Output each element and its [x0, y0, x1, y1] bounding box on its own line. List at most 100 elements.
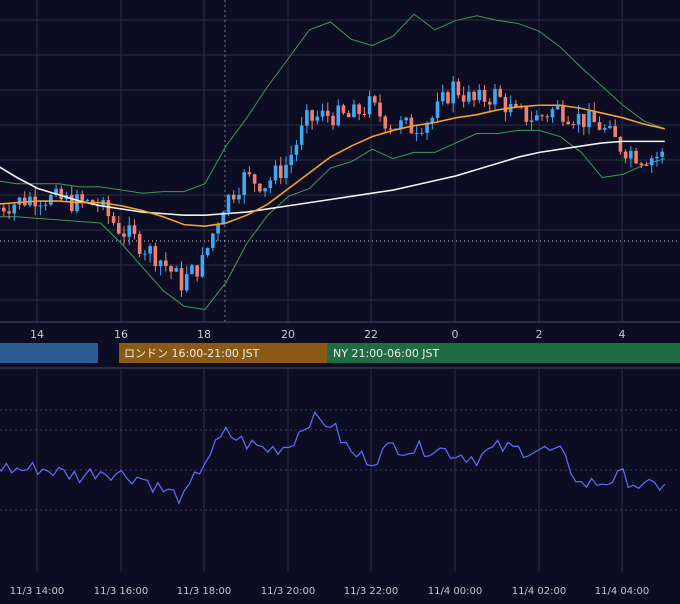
candle-body	[483, 90, 487, 102]
candle-body	[363, 114, 367, 115]
candle-body	[159, 260, 163, 266]
candle-body	[462, 95, 466, 101]
session-tokyo	[0, 343, 98, 363]
candle-body	[566, 122, 570, 124]
candle-body	[587, 111, 591, 127]
candle-body	[451, 81, 455, 103]
bottom-axis-tick: 11/4 04:00	[595, 586, 649, 597]
candle-body	[572, 124, 576, 125]
candle-body	[535, 115, 539, 120]
candle-body	[154, 246, 158, 266]
candle-body	[336, 105, 340, 125]
candle-body	[561, 105, 565, 122]
candle-body	[86, 200, 90, 201]
session-london-label: ロンドン 16:00-21:00 JST	[124, 347, 260, 360]
candle-body	[122, 234, 126, 237]
candle-body	[645, 165, 649, 166]
candle-body	[253, 174, 257, 183]
candle-body	[598, 122, 602, 130]
candle-body	[269, 180, 273, 188]
candle-body	[493, 89, 497, 105]
candle-body	[467, 92, 471, 102]
candle-body	[404, 118, 408, 121]
candle-body	[352, 105, 356, 118]
candle-body	[201, 255, 205, 277]
candle-body	[347, 113, 351, 117]
candle-body	[331, 116, 335, 125]
main-axis-tick: 2	[536, 328, 543, 341]
candle-body	[284, 165, 288, 178]
candle-body	[383, 116, 387, 128]
candle-body	[211, 234, 215, 248]
candle-body	[613, 126, 617, 137]
candle-body	[368, 96, 372, 114]
candle-body	[650, 158, 654, 165]
candle-body	[2, 208, 6, 212]
bottom-axis-tick: 11/4 02:00	[512, 586, 566, 597]
candle-body	[258, 184, 262, 192]
candle-body	[634, 151, 638, 163]
main-axis-tick: 4	[619, 328, 626, 341]
candle-body	[216, 225, 220, 234]
candle-body	[389, 129, 393, 130]
candle-body	[551, 109, 555, 117]
candle-body	[112, 216, 116, 223]
main-axis-tick: 16	[114, 328, 128, 341]
candle-body	[603, 128, 607, 130]
candle-body	[80, 194, 84, 201]
candle-body	[127, 225, 131, 236]
candle-body	[133, 225, 137, 234]
candle-body	[274, 165, 278, 180]
main-axis-tick: 0	[452, 328, 459, 341]
candle-body	[289, 155, 293, 165]
candle-body	[457, 81, 461, 95]
candle-body	[488, 102, 492, 105]
candle-body	[478, 90, 482, 100]
candle-body	[415, 133, 419, 134]
bottom-axis-tick: 11/4 00:00	[428, 586, 482, 597]
candle-body	[242, 172, 246, 195]
candle-body	[629, 151, 633, 159]
candle-body	[7, 211, 11, 213]
candle-body	[39, 205, 43, 206]
candle-body	[525, 107, 529, 122]
candle-body	[60, 189, 64, 199]
candle-body	[577, 114, 581, 124]
candle-body	[232, 195, 236, 200]
candle-body	[107, 200, 111, 216]
candle-body	[49, 195, 53, 205]
candle-body	[206, 248, 210, 255]
candle-body	[164, 260, 168, 266]
candle-body	[316, 117, 320, 121]
candle-body	[498, 89, 502, 97]
candle-body	[18, 198, 22, 205]
candle-body	[148, 246, 152, 254]
main-axis-tick: 18	[197, 328, 211, 341]
main-axis-tick: 22	[364, 328, 378, 341]
candle-body	[174, 268, 178, 272]
candle-body	[169, 266, 173, 272]
candle-body	[279, 165, 283, 178]
candle-body	[420, 133, 424, 134]
candle-body	[639, 163, 643, 165]
candle-body	[619, 137, 623, 152]
main-axis-tick: 14	[30, 328, 44, 341]
candle-body	[44, 205, 48, 206]
candle-body	[180, 268, 184, 290]
candle-body	[540, 115, 544, 116]
main-axis-tick: 20	[281, 328, 295, 341]
candle-body	[305, 110, 309, 125]
candle-body	[310, 110, 314, 121]
candle-body	[582, 114, 586, 127]
bottom-axis-tick: 11/3 22:00	[344, 586, 398, 597]
candle-body	[378, 103, 382, 117]
candle-body	[660, 152, 664, 157]
candle-body	[300, 126, 304, 145]
candle-body	[237, 195, 241, 199]
candle-body	[425, 124, 429, 133]
candle-body	[248, 172, 252, 174]
candle-body	[227, 195, 231, 212]
candle-body	[263, 188, 267, 191]
